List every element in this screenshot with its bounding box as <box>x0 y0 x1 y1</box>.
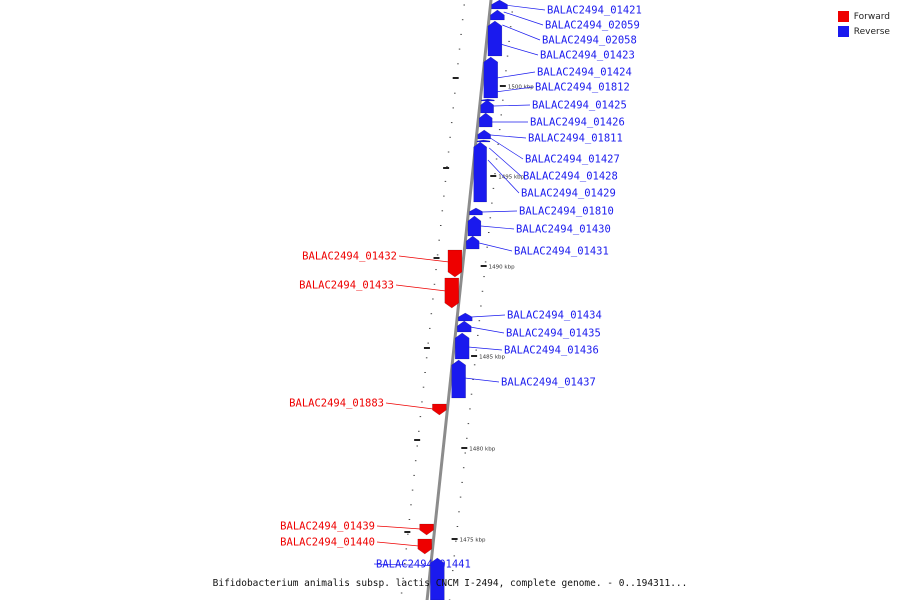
gene-label: BALAC2494_01812 <box>535 82 630 94</box>
gene-label: BALAC2494_01432 <box>302 251 397 263</box>
gene-arrow <box>432 403 447 416</box>
gene-label: BALAC2494_01431 <box>514 246 609 258</box>
gene-connector <box>500 43 539 56</box>
gene-label: BALAC2494_01437 <box>501 377 596 389</box>
scale-label: 1475 kbp <box>460 538 486 544</box>
gene-label: BALAC2494_02059 <box>545 20 640 32</box>
gene-connector <box>489 147 522 177</box>
legend-label-forward: Forward <box>853 11 890 22</box>
gene-label: BALAC2494_02058 <box>542 35 637 47</box>
gene-label: BALAC2494_01440 <box>280 537 375 549</box>
scale-label: 1485 kbp <box>479 355 505 361</box>
gene-label: BALAC2494_01426 <box>530 117 625 129</box>
gene-arrow <box>430 557 445 600</box>
legend-item-forward: Forward <box>837 9 890 24</box>
gene-label: BALAC2494_01421 <box>547 5 642 17</box>
gene-connector <box>376 541 419 547</box>
gene-connector <box>504 4 546 11</box>
gene-connector <box>376 525 421 530</box>
gene-connector <box>496 71 536 79</box>
gene-connector <box>373 563 445 567</box>
scale-label: 1500 kbp <box>508 85 534 91</box>
gene-arrow <box>483 56 498 99</box>
gene-arrow <box>444 277 460 309</box>
legend-item-reverse: Reverse <box>837 24 890 39</box>
gene-arrow <box>447 249 463 278</box>
gene-label: BALAC2494_01810 <box>519 206 614 218</box>
gene-arrow <box>465 235 480 250</box>
gene-label: BALAC2494_01425 <box>532 100 627 112</box>
gene-connector <box>395 284 447 292</box>
gene-arrow <box>480 99 494 114</box>
legend: Forward Reverse <box>837 9 890 39</box>
gene-label: BALAC2494_01434 <box>507 310 602 322</box>
gene-label: BALAC2494_01883 <box>289 398 384 410</box>
gene-connector <box>398 255 450 263</box>
gene-arrow <box>491 0 508 10</box>
legend-swatch-forward <box>837 11 849 22</box>
gene-label: BALAC2494_01436 <box>504 345 599 357</box>
gene-arrow <box>490 9 505 21</box>
gene-connector <box>490 134 527 139</box>
gene-arrow <box>454 332 470 360</box>
gene-arrow <box>456 320 472 333</box>
gene-label: BALAC2494_01439 <box>280 521 375 533</box>
gene-arrow <box>451 359 466 399</box>
gene-connector <box>470 326 505 334</box>
gene-label: BALAC2494_01441 <box>376 559 471 571</box>
gene-label: BALAC2494_01433 <box>299 280 394 292</box>
gene-connector <box>471 314 506 318</box>
gene-arrow <box>487 20 503 57</box>
gene-connector <box>464 377 500 383</box>
gene-arrow <box>469 207 483 216</box>
scale-label: 1495 kbp <box>498 175 524 181</box>
gene-label: BALAC2494_01424 <box>537 67 632 79</box>
gene-connector <box>490 137 524 160</box>
gene-arrow <box>467 215 482 237</box>
gene-connector <box>385 402 434 410</box>
gene-label: BALAC2494_01423 <box>540 50 635 62</box>
map-caption: Bifidobacterium animalis subsp. lactis C… <box>212 578 688 589</box>
gene-connector <box>493 104 531 107</box>
gene-connector <box>480 225 515 230</box>
gene-arrow <box>417 538 433 555</box>
gene-connector <box>479 242 513 252</box>
gene-connector <box>482 210 518 213</box>
genome-backbone <box>425 0 493 600</box>
gene-label: BALAC2494_01427 <box>525 154 620 166</box>
gene-arrow <box>476 139 491 143</box>
gene-arrow <box>478 112 493 128</box>
gene-connector <box>503 11 544 26</box>
gene-connector <box>502 24 541 41</box>
gene-arrow <box>419 523 434 536</box>
legend-label-reverse: Reverse <box>853 26 890 37</box>
gene-label: BALAC2494_01429 <box>521 188 616 200</box>
gene-arrow <box>477 129 491 140</box>
gene-label: BALAC2494_01428 <box>523 171 618 183</box>
gene-label: BALAC2494_01430 <box>516 224 611 236</box>
legend-swatch-reverse <box>837 26 849 37</box>
gene-label: BALAC2494_01435 <box>506 328 601 340</box>
scale-label: 1480 kbp <box>469 447 495 453</box>
gene-connector <box>495 86 534 93</box>
scale-label: 1490 kbp <box>489 265 515 271</box>
gene-label: BALAC2494_01811 <box>528 133 623 145</box>
gene-connector <box>468 346 503 351</box>
gene-arrow <box>457 312 473 322</box>
gene-arrow <box>473 141 487 203</box>
gene-connector <box>487 159 520 194</box>
